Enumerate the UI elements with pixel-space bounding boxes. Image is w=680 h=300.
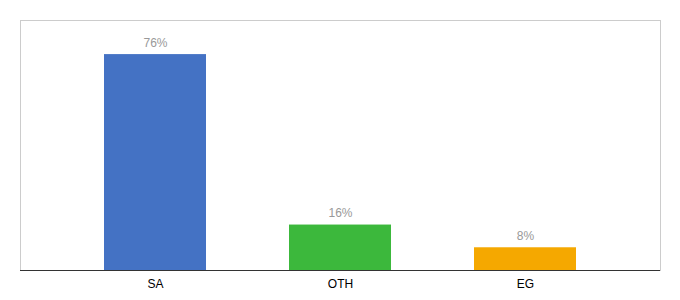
- svg-text:16%: 16%: [328, 206, 352, 220]
- svg-text:EG: EG: [517, 277, 534, 291]
- svg-text:OTH: OTH: [328, 277, 353, 291]
- svg-text:76%: 76%: [143, 36, 167, 50]
- svg-text:8%: 8%: [517, 229, 535, 243]
- svg-text:SA: SA: [147, 277, 163, 291]
